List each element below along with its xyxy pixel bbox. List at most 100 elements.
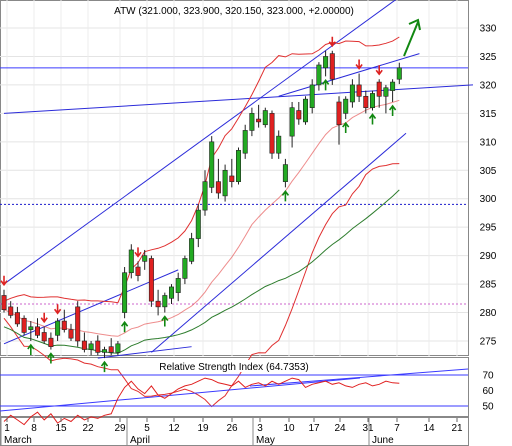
candle-body — [41, 332, 47, 342]
trend-arrow-icon — [403, 18, 421, 57]
sell-arrow-icon — [0, 275, 8, 287]
buy-arrow-icon — [27, 343, 35, 355]
candle-body — [323, 56, 329, 69]
sell-arrow-icon — [134, 247, 142, 258]
x-tick-label: 24 — [334, 423, 346, 434]
bollinger-mid — [3, 99, 400, 337]
x-tick-label: 12 — [168, 423, 180, 434]
x-tick-label: 31 — [362, 423, 374, 434]
x-tick-label: 29 — [114, 423, 126, 434]
candle-body — [175, 278, 181, 293]
candle-body — [195, 209, 201, 239]
candle-body — [182, 258, 188, 279]
candle-body — [376, 81, 382, 97]
y-tick-label: 300 — [480, 194, 497, 205]
x-tick-label: 14 — [423, 423, 435, 434]
y-tick-label: 330 — [480, 24, 497, 35]
x-tick-label: 15 — [55, 423, 67, 434]
sell-arrow-icon — [355, 59, 363, 70]
buy-arrow-icon — [342, 121, 350, 134]
x-month-label: April — [130, 435, 150, 446]
candle-body — [135, 266, 141, 276]
buy-arrow-icon — [47, 352, 55, 364]
candle-body — [282, 164, 288, 182]
candle-body — [189, 238, 195, 262]
rsi-title-bg — [150, 360, 320, 372]
trend-line — [151, 132, 407, 353]
candle-body — [95, 340, 101, 353]
x-tick-label: 10 — [283, 423, 295, 434]
bollinger-upper — [3, 36, 400, 304]
candle-body — [349, 84, 355, 103]
candle-body — [356, 84, 362, 97]
price-grid — [0, 0, 468, 356]
sell-arrow-icon — [53, 304, 62, 315]
candle-body — [169, 286, 175, 299]
buy-arrow-icon — [100, 360, 109, 373]
y-tick-label: 295 — [480, 223, 497, 234]
x-tick-label: 5 — [144, 423, 150, 434]
candle-body — [363, 95, 369, 108]
buy-arrow-icon — [161, 315, 169, 327]
candle-body — [390, 81, 396, 91]
x-tick-label: 8 — [31, 423, 37, 434]
price-y-axis: 275 280 285 290 295 300 305 310 315 320 325 330 — [480, 24, 497, 348]
x-axis: 1 8 15 22 29 5 12 19 26 3 10 17 24 31 7 14 21 March April M… — [0, 418, 463, 446]
candle-body — [148, 258, 154, 302]
candle-body — [142, 255, 148, 262]
x-month-label: June — [372, 435, 394, 446]
rsi-title: Relative Strength Index (64.7353) — [159, 362, 309, 373]
candle-body — [236, 150, 242, 182]
sell-arrow-icon — [40, 312, 48, 324]
candle-body — [61, 320, 67, 330]
rsi-trend-line — [0, 377, 361, 412]
buy-arrow-icon — [281, 190, 290, 202]
candle-body — [289, 107, 295, 137]
x-month-label: March — [4, 435, 32, 446]
chart-title: ATW (321.000, 323.900, 320.150, 323.000,… — [114, 6, 354, 17]
sell-arrow-icon — [328, 36, 336, 48]
x-tick-label: 26 — [226, 423, 238, 434]
candle-body — [296, 110, 302, 120]
candle-body — [34, 326, 40, 336]
candle-body — [256, 118, 262, 123]
price-panel — [0, 0, 469, 356]
candle-body — [396, 67, 402, 80]
y-tick-label: 290 — [480, 251, 497, 262]
candle-body — [249, 113, 255, 131]
candle-body — [8, 306, 14, 316]
candle-body — [202, 181, 208, 211]
candle-body — [68, 329, 74, 339]
rsi-plot: 50 60 70 — [0, 368, 494, 426]
candle-body — [14, 312, 20, 325]
x-tick-label: 17 — [308, 423, 320, 434]
candle-body — [81, 340, 87, 350]
candle-body — [115, 343, 121, 353]
y-tick-label: 315 — [480, 109, 497, 120]
candle-body — [302, 98, 308, 123]
candle-body — [329, 53, 335, 80]
rsi-tick-label: 70 — [482, 371, 494, 382]
x-tick-label: 21 — [451, 423, 463, 434]
candle-body — [276, 135, 282, 154]
candle-body — [155, 300, 161, 308]
candle-body — [28, 326, 34, 330]
y-tick-label: 285 — [480, 280, 497, 291]
rsi-tick-label: 50 — [482, 402, 494, 413]
sell-arrow-icon — [375, 65, 383, 76]
candle-body — [162, 295, 168, 308]
rsi-tick-label: 60 — [482, 386, 494, 397]
candle-body — [269, 113, 275, 154]
x-tick-label: 22 — [82, 423, 94, 434]
candles — [1, 50, 402, 359]
signal-arrows — [0, 18, 421, 373]
y-tick-label: 275 — [480, 337, 497, 348]
candle-body — [88, 343, 94, 350]
trend-line — [278, 53, 420, 97]
y-tick-label: 305 — [480, 166, 497, 177]
y-tick-label: 325 — [480, 52, 497, 63]
candle-body — [222, 169, 228, 197]
candle-body — [343, 98, 349, 114]
overlay-lines — [0, 0, 474, 408]
